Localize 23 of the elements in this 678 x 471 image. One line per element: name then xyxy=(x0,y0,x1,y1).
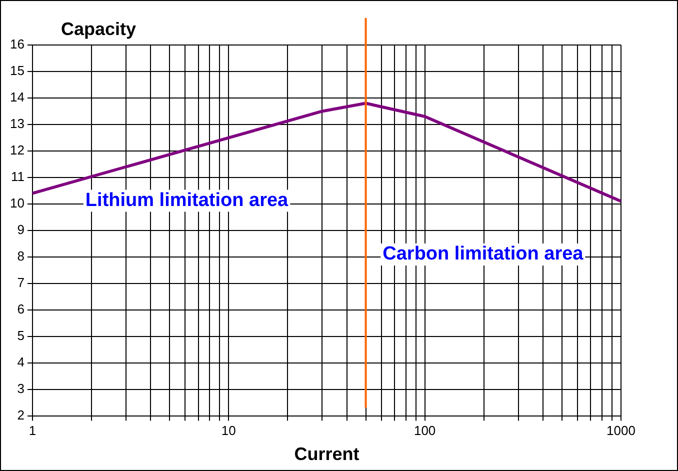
y-tick-label: 4 xyxy=(17,354,24,370)
y-tick-label: 5 xyxy=(17,328,24,343)
y-tick-label: 11 xyxy=(10,169,24,184)
y-tick-label: 3 xyxy=(17,380,24,396)
y-tick-label: 13 xyxy=(10,116,24,132)
annotation: Carbon limitation area xyxy=(382,244,584,265)
y-tick-label: 2 xyxy=(17,407,24,422)
y-tick-label: 14 xyxy=(10,90,24,105)
x-tick-label: 10 xyxy=(221,423,236,438)
y-tick-label: 16 xyxy=(10,36,24,52)
y-tick-label: 8 xyxy=(17,248,24,264)
x-axis-title: Current xyxy=(294,444,360,464)
y-tick-label: 15 xyxy=(10,63,24,78)
x-tick-label: 1 xyxy=(28,423,36,438)
y-axis-title: Capacity xyxy=(61,19,136,39)
y-tick-label: 10 xyxy=(10,195,24,210)
x-tick-label: 1000 xyxy=(606,423,636,438)
y-tick-label: 7 xyxy=(17,274,24,290)
y-tick-label: 6 xyxy=(17,301,24,316)
y-tick-label: 12 xyxy=(10,142,24,158)
y-tick-label: 9 xyxy=(17,222,24,237)
annotation: Lithium limitation area xyxy=(85,190,289,211)
x-tick-label: 100 xyxy=(414,423,436,438)
